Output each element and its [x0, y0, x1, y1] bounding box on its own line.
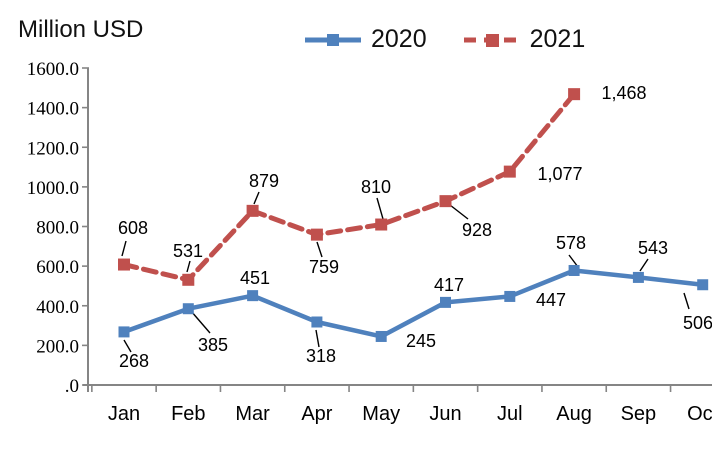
series-2021-data-label: 928: [462, 220, 492, 240]
legend-item-2020: 2020: [304, 27, 427, 52]
x-axis-category-label: Apr: [301, 403, 332, 425]
x-axis-category-label: May: [362, 403, 400, 425]
legend-2021-line-marker-icon: [463, 33, 520, 47]
series-2020-data-label: 506: [683, 313, 712, 333]
series-2020-marker: [118, 326, 130, 338]
series-2020-data-label: 447: [536, 290, 566, 310]
x-axis-category-label: Jul: [497, 403, 523, 425]
y-axis-tick-label: 1200.0: [27, 138, 79, 159]
x-axis-category-label: Jan: [108, 403, 140, 425]
y-axis-tick-label: 1000.0: [27, 178, 79, 199]
series-2021-marker: [246, 204, 259, 217]
series-2020-data-label: 268: [119, 351, 149, 371]
series-2020-marker: [632, 271, 644, 283]
data-label-leader-line: [190, 310, 211, 334]
series-2020-data-label: 578: [556, 233, 586, 253]
y-axis-tick-label: .0: [65, 376, 79, 397]
series-2021-marker: [182, 273, 195, 286]
series-2020-marker: [182, 303, 194, 315]
series-2021-data-label: 531: [173, 241, 203, 261]
legend-item-2021: 2021: [463, 25, 586, 53]
y-axis-tick-label: 1600.0: [27, 59, 79, 80]
data-label-leader-line: [316, 241, 323, 258]
legend: 2020 2021: [304, 27, 585, 52]
series-2021-data-label: 1,077: [537, 164, 582, 184]
series-2020-line: [121, 268, 705, 339]
series-2021-marker: [310, 228, 323, 241]
data-label-leader-line: [376, 197, 384, 220]
series-2021-data-label: 759: [309, 257, 339, 277]
series-2021-line: [121, 91, 577, 283]
series-2020-data-label: 451: [240, 268, 270, 288]
series-2020-marker: [568, 264, 580, 276]
x-axis-category-label: Oct: [687, 403, 712, 425]
series-2021-marker: [375, 218, 388, 231]
legend-label-2021: 2021: [529, 25, 586, 53]
data-label-leader-line: [449, 204, 469, 220]
series-2020-data-label: 385: [198, 335, 228, 355]
x-axis-category-label: Feb: [171, 403, 205, 425]
series-2021-data-label: 879: [249, 171, 279, 191]
series-2020-marker: [697, 279, 709, 291]
series-2020-data-label: 417: [434, 275, 464, 295]
series-2021-marker: [439, 195, 452, 208]
series-2020-marker: [504, 290, 516, 302]
data-label-leader-line: [639, 258, 649, 272]
data-label-leader-line: [121, 240, 127, 257]
y-axis-tick-label: 200.0: [36, 336, 79, 357]
x-axis-category-label: Sep: [621, 403, 657, 425]
series-2020-data-label: 245: [406, 331, 436, 351]
series-2021-marker: [118, 258, 130, 271]
series-2021-marker: [568, 88, 581, 101]
legend-2020-line-marker-icon: [305, 33, 361, 46]
series-2020-marker: [375, 330, 387, 342]
y-axis-tick-label: 600.0: [36, 257, 79, 278]
x-axis-category-label: Jun: [429, 403, 461, 425]
series-2021-data-label: 810: [361, 177, 391, 197]
y-axis-tick-label: 800.0: [36, 218, 79, 239]
data-label-leader-line: [683, 292, 690, 310]
chart-title: Million USD: [18, 16, 144, 43]
series-2021-data-label: 608: [118, 218, 148, 238]
series-2021-data-label: 1,468: [601, 83, 646, 103]
data-label-leader-line: [186, 260, 191, 273]
x-axis-category-label: Mar: [235, 403, 270, 425]
data-label-leader-line: [253, 191, 260, 205]
series-2021-marker: [503, 165, 516, 178]
series-2020-marker: [440, 296, 451, 308]
series-2020-marker: [311, 316, 323, 328]
x-axis-category-label: Aug: [556, 403, 592, 425]
data-label-leader-line: [315, 329, 320, 348]
y-axis-tick-label: 400.0: [36, 297, 79, 318]
series-2020-marker: [247, 290, 259, 302]
data-label-leader-line: [123, 339, 132, 353]
series-2020-data-label: 543: [638, 238, 668, 258]
y-axis-tick-label: 1400.0: [27, 99, 79, 120]
series-2020-data-label: 318: [306, 346, 336, 366]
legend-label-2020: 2020: [371, 25, 427, 53]
